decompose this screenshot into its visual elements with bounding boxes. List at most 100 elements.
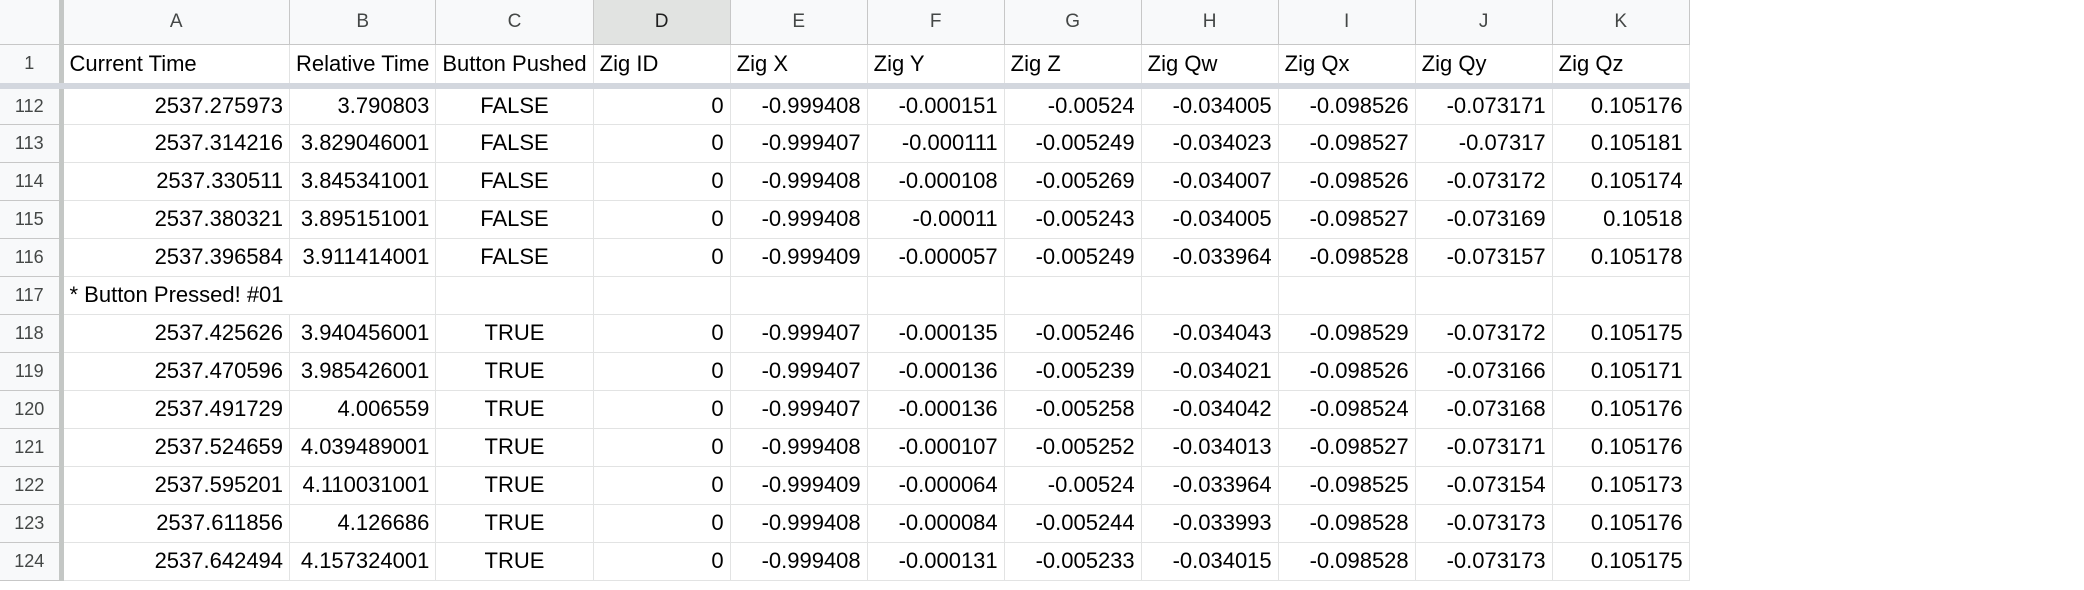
cell-a[interactable]: 2537.330511: [61, 162, 291, 201]
cell-j[interactable]: -0.073157: [1415, 238, 1553, 277]
cell-f[interactable]: -0.000064: [867, 466, 1005, 505]
header-cell-k[interactable]: Zig Qz: [1552, 44, 1690, 89]
empty-cell[interactable]: [1415, 276, 1553, 315]
cell-h[interactable]: -0.034023: [1141, 124, 1279, 163]
row-number[interactable]: 1: [0, 44, 64, 89]
row-number[interactable]: 115: [0, 200, 64, 239]
cell-e[interactable]: -0.999407: [730, 352, 868, 391]
cell-c[interactable]: TRUE: [435, 428, 594, 467]
cell-c[interactable]: FALSE: [435, 86, 594, 125]
header-cell-i[interactable]: Zig Qx: [1278, 44, 1416, 89]
cell-k[interactable]: 0.105176: [1552, 428, 1690, 467]
cell-a[interactable]: 2537.425626: [61, 314, 291, 353]
cell-a[interactable]: 2537.611856: [61, 504, 291, 543]
select-all-corner[interactable]: [0, 0, 64, 45]
cell-k[interactable]: 0.105175: [1552, 314, 1690, 353]
column-header-g[interactable]: G: [1004, 0, 1142, 45]
cell-c[interactable]: TRUE: [435, 314, 594, 353]
cell-e[interactable]: -0.999408: [730, 504, 868, 543]
row-number[interactable]: 118: [0, 314, 64, 353]
cell-c[interactable]: TRUE: [435, 352, 594, 391]
cell-i[interactable]: -0.098526: [1278, 86, 1416, 125]
cell-f[interactable]: -0.00011: [867, 200, 1005, 239]
empty-cell[interactable]: [867, 276, 1005, 315]
cell-i[interactable]: -0.098527: [1278, 428, 1416, 467]
cell-a[interactable]: 2537.491729: [61, 390, 291, 429]
cell-b[interactable]: 3.829046001: [289, 124, 437, 163]
cell-e[interactable]: -0.999408: [730, 542, 868, 581]
note-cell[interactable]: * Button Pressed! #01: [61, 276, 290, 315]
cell-c[interactable]: TRUE: [435, 390, 594, 429]
row-number[interactable]: 124: [0, 542, 64, 581]
row-number[interactable]: 117: [0, 276, 64, 315]
cell-d[interactable]: 0: [593, 314, 731, 353]
cell-d[interactable]: 0: [593, 352, 731, 391]
cell-f[interactable]: -0.000084: [867, 504, 1005, 543]
column-header-f[interactable]: F: [867, 0, 1005, 45]
header-cell-a[interactable]: Current Time: [61, 44, 291, 89]
cell-c[interactable]: TRUE: [435, 466, 594, 505]
cell-i[interactable]: -0.098525: [1278, 466, 1416, 505]
empty-cell[interactable]: [1004, 276, 1142, 315]
cell-j[interactable]: -0.073171: [1415, 86, 1553, 125]
cell-k[interactable]: 0.105176: [1552, 504, 1690, 543]
cell-g[interactable]: -0.005246: [1004, 314, 1142, 353]
cell-c[interactable]: FALSE: [435, 124, 594, 163]
cell-j[interactable]: -0.07317: [1415, 124, 1553, 163]
cell-c[interactable]: FALSE: [435, 162, 594, 201]
cell-a[interactable]: 2537.524659: [61, 428, 291, 467]
cell-f[interactable]: -0.000135: [867, 314, 1005, 353]
cell-b[interactable]: 3.790803: [289, 86, 437, 125]
cell-i[interactable]: -0.098527: [1278, 124, 1416, 163]
cell-i[interactable]: -0.098528: [1278, 238, 1416, 277]
cell-e[interactable]: -0.999408: [730, 428, 868, 467]
cell-c[interactable]: FALSE: [435, 238, 594, 277]
cell-f[interactable]: -0.000151: [867, 86, 1005, 125]
cell-e[interactable]: -0.999407: [730, 314, 868, 353]
column-header-c[interactable]: C: [435, 0, 594, 45]
cell-f[interactable]: -0.000131: [867, 542, 1005, 581]
cell-d[interactable]: 0: [593, 466, 731, 505]
cell-b[interactable]: 3.845341001: [289, 162, 437, 201]
cell-h[interactable]: -0.034013: [1141, 428, 1279, 467]
cell-h[interactable]: -0.034015: [1141, 542, 1279, 581]
cell-d[interactable]: 0: [593, 390, 731, 429]
cell-a[interactable]: 2537.380321: [61, 200, 291, 239]
cell-h[interactable]: -0.034021: [1141, 352, 1279, 391]
cell-b[interactable]: 3.911414001: [289, 238, 437, 277]
cell-a[interactable]: 2537.275973: [61, 86, 291, 125]
header-cell-f[interactable]: Zig Y: [867, 44, 1005, 89]
cell-g[interactable]: -0.00524: [1004, 86, 1142, 125]
cell-a[interactable]: 2537.595201: [61, 466, 291, 505]
cell-k[interactable]: 0.105178: [1552, 238, 1690, 277]
row-number[interactable]: 119: [0, 352, 64, 391]
header-cell-b[interactable]: Relative Time: [289, 44, 437, 89]
row-number[interactable]: 112: [0, 86, 64, 125]
cell-j[interactable]: -0.073172: [1415, 314, 1553, 353]
column-header-e[interactable]: E: [730, 0, 868, 45]
cell-j[interactable]: -0.073173: [1415, 542, 1553, 581]
cell-e[interactable]: -0.999408: [730, 162, 868, 201]
cell-e[interactable]: -0.999407: [730, 390, 868, 429]
cell-j[interactable]: -0.073173: [1415, 504, 1553, 543]
cell-h[interactable]: -0.034005: [1141, 86, 1279, 125]
cell-e[interactable]: -0.999409: [730, 238, 868, 277]
cell-b[interactable]: 3.985426001: [289, 352, 437, 391]
column-header-i[interactable]: I: [1278, 0, 1416, 45]
row-number[interactable]: 122: [0, 466, 64, 505]
cell-k[interactable]: 0.105175: [1552, 542, 1690, 581]
cell-c[interactable]: TRUE: [435, 542, 594, 581]
cell-c[interactable]: TRUE: [435, 504, 594, 543]
column-header-b[interactable]: B: [289, 0, 437, 45]
header-cell-h[interactable]: Zig Qw: [1141, 44, 1279, 89]
cell-b[interactable]: 4.126686: [289, 504, 437, 543]
cell-b[interactable]: 3.940456001: [289, 314, 437, 353]
cell-g[interactable]: -0.005244: [1004, 504, 1142, 543]
cell-h[interactable]: -0.033964: [1141, 466, 1279, 505]
cell-f[interactable]: -0.000136: [867, 390, 1005, 429]
cell-b[interactable]: 4.157324001: [289, 542, 437, 581]
cell-g[interactable]: -0.005252: [1004, 428, 1142, 467]
cell-d[interactable]: 0: [593, 86, 731, 125]
empty-cell[interactable]: [289, 276, 437, 315]
cell-a[interactable]: 2537.396584: [61, 238, 291, 277]
